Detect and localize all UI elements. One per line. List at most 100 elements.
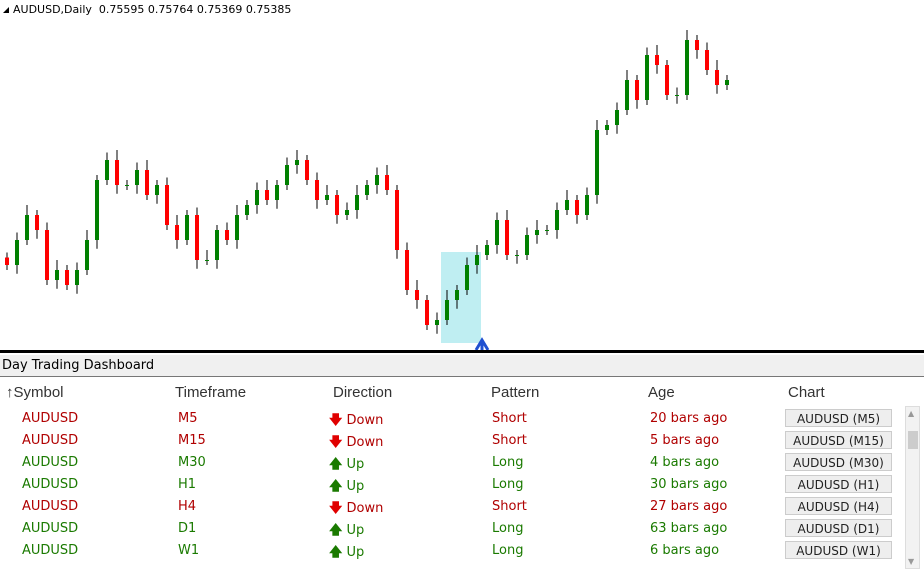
candle-body [635, 80, 639, 100]
candle-body [485, 245, 489, 255]
candle-body [285, 165, 289, 185]
candle-body [105, 160, 109, 180]
pattern-cell: Long [492, 521, 524, 536]
pattern-cell: Short [492, 433, 527, 448]
candle-body [675, 95, 679, 96]
scroll-up-icon[interactable]: ▲ [908, 409, 915, 418]
col-direction[interactable]: Direction [333, 384, 393, 401]
open-chart-button[interactable]: AUDUSD (W1) [785, 541, 892, 559]
price-chart[interactable] [0, 0, 924, 350]
symbol-cell: AUDUSD [22, 477, 79, 492]
menu-triangle-icon[interactable] [3, 7, 9, 13]
timeframe-cell: D1 [178, 521, 197, 536]
table-row: AUDUSD M15 🡇 Down Short 5 bars ago AUDUS… [0, 430, 900, 452]
col-chart[interactable]: Chart [788, 384, 825, 401]
candle-body [525, 235, 529, 255]
candle-body [15, 240, 19, 265]
candle-body [185, 215, 189, 240]
candle-body [715, 70, 719, 85]
candle-body [115, 160, 119, 185]
open-chart-button[interactable]: AUDUSD (H4) [785, 497, 892, 515]
direction-label: Down [346, 413, 384, 428]
panel-separator[interactable] [0, 350, 924, 353]
symbol-cell: AUDUSD [22, 499, 79, 514]
pattern-cell: Short [492, 411, 527, 426]
direction-cell: 🡇 Down [329, 411, 383, 433]
scroll-thumb[interactable] [908, 431, 918, 449]
timeframe-cell: M5 [178, 411, 198, 426]
candle-body [515, 255, 519, 256]
arrow-up-icon: 🡅 [329, 479, 343, 494]
col-pattern[interactable]: Pattern [491, 384, 540, 401]
open-chart-button[interactable]: AUDUSD (M30) [785, 453, 892, 471]
col-symbol-label: Symbol [13, 384, 64, 401]
candle-body [365, 185, 369, 195]
open-chart-button[interactable]: AUDUSD (H1) [785, 475, 892, 493]
symbol-cell: AUDUSD [22, 521, 79, 536]
direction-cell: 🡅 Up [329, 477, 364, 499]
pattern-cell: Long [492, 477, 524, 492]
open-chart-button[interactable]: AUDUSD (M5) [785, 409, 892, 427]
candle-body [245, 205, 249, 215]
symbol-period: AUDUSD,Daily [13, 3, 92, 16]
candle-body [265, 190, 269, 200]
candle-body [425, 300, 429, 325]
timeframe-cell: W1 [178, 543, 200, 558]
open-chart-button[interactable]: AUDUSD (D1) [785, 519, 892, 537]
age-cell: 27 bars ago [650, 499, 728, 514]
col-age[interactable]: Age [648, 384, 675, 401]
candle-body [55, 270, 59, 280]
table-row: AUDUSD M30 🡅 Up Long 4 bars ago AUDUSD (… [0, 452, 900, 474]
ohlc-values: 0.75595 0.75764 0.75369 0.75385 [98, 3, 292, 16]
candle-body [215, 230, 219, 260]
candle-body [205, 260, 209, 261]
direction-cell: 🡅 Up [329, 543, 364, 565]
candle-body [555, 210, 559, 230]
candle-body [695, 40, 699, 50]
timeframe-cell: H1 [178, 477, 197, 492]
candle-body [315, 180, 319, 200]
candle-body [615, 110, 619, 125]
candle-body [25, 215, 29, 240]
direction-cell: 🡅 Up [329, 521, 364, 543]
candle-body [335, 195, 339, 215]
direction-label: Up [346, 523, 365, 538]
candle-body [5, 257, 9, 265]
direction-label: Down [346, 435, 384, 450]
candle-body [385, 175, 389, 190]
candle-body [395, 190, 399, 250]
direction-label: Down [346, 501, 384, 516]
candle-body [495, 220, 499, 245]
candle-body [85, 240, 89, 270]
candle-body [415, 290, 419, 300]
candle-body [155, 185, 159, 195]
candle-body [625, 80, 629, 110]
symbol-cell: AUDUSD [22, 411, 79, 426]
candle-body [305, 160, 309, 180]
candle-body [545, 230, 549, 231]
col-timeframe[interactable]: Timeframe [175, 384, 247, 401]
sort-arrow-icon: ↑ [6, 384, 14, 401]
pattern-cell: Long [492, 543, 524, 558]
table-row: AUDUSD H1 🡅 Up Long 30 bars ago AUDUSD (… [0, 474, 900, 496]
scroll-down-icon[interactable]: ▼ [908, 557, 915, 566]
age-cell: 4 bars ago [650, 455, 720, 470]
open-chart-button[interactable]: AUDUSD (M15) [785, 431, 892, 449]
col-symbol[interactable]: ↑Symbol [6, 384, 64, 401]
table-row: AUDUSD D1 🡅 Up Long 63 bars ago AUDUSD (… [0, 518, 900, 540]
candle-body [165, 185, 169, 225]
arrow-down-icon: 🡇 [329, 435, 343, 450]
candle-body [595, 130, 599, 195]
candle-body [125, 185, 129, 186]
candle-body [445, 300, 449, 320]
pattern-cell: Long [492, 455, 524, 470]
candle-body [705, 50, 709, 70]
candle-body [135, 170, 139, 185]
candle-body [655, 55, 659, 65]
candle-body [435, 320, 439, 325]
arrow-up-icon: 🡅 [329, 523, 343, 538]
candle-body [605, 125, 609, 130]
candle-body [535, 230, 539, 235]
table-row: AUDUSD H4 🡇 Down Short 27 bars ago AUDUS… [0, 496, 900, 518]
scrollbar[interactable]: ▲ ▼ [905, 406, 920, 569]
